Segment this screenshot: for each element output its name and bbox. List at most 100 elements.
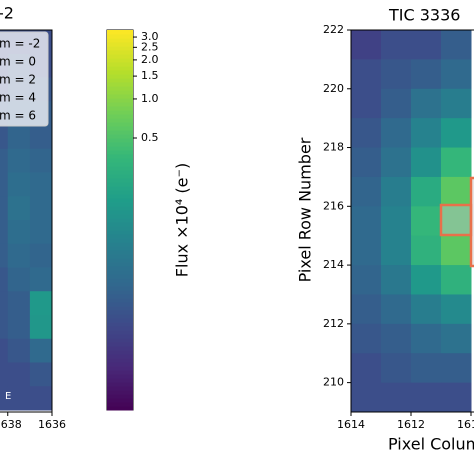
- pixel-cell: [411, 147, 442, 178]
- y-tick-label: 216: [323, 199, 344, 212]
- pixel-cell: [7, 125, 31, 150]
- colorbar-gradient: [107, 406, 133, 411]
- aperture-mask: [439, 203, 473, 237]
- colorbar-gradient: [107, 342, 133, 347]
- pixel-cell: [441, 176, 472, 207]
- colorbar-gradient: [107, 278, 133, 283]
- pixel-cell: [29, 172, 53, 197]
- y-tick-label: 212: [323, 317, 344, 330]
- colorbar-gradient: [107, 102, 133, 107]
- pixel-cell: [351, 235, 382, 266]
- colorbar-gradient: [107, 114, 133, 119]
- colorbar-gradient: [107, 58, 133, 63]
- legend-box: [0, 31, 49, 127]
- pixel-cell: [381, 147, 412, 178]
- aperture-mask: [469, 176, 474, 268]
- colorbar-gradient: [107, 402, 133, 407]
- colorbar-gradient: [107, 338, 133, 343]
- colorbar-gradient: [107, 358, 133, 363]
- y-axis-label: Pixel Row Number: [296, 137, 315, 282]
- right-axes-frame: [350, 29, 474, 413]
- pixel-cell: [441, 147, 472, 178]
- colorbar-gradient: [107, 86, 133, 91]
- pixel-cell: [351, 353, 382, 384]
- colorbar-tick-label: 1.0: [141, 92, 159, 105]
- pixel-cell: [411, 118, 442, 149]
- colorbar-gradient: [107, 62, 133, 67]
- pixel-cell: [7, 172, 31, 197]
- pixel-cell: [29, 125, 53, 150]
- pixel-cell: [441, 59, 472, 90]
- colorbar-gradient: [107, 142, 133, 147]
- colorbar-tick-label: 3.0: [141, 30, 159, 43]
- pixel-cell: [351, 30, 382, 60]
- pixel-cell: [351, 206, 382, 237]
- colorbar-gradient: [107, 66, 133, 71]
- colorbar-gradient: [107, 46, 133, 51]
- colorbar-gradient: [107, 306, 133, 311]
- pixel-cell: [411, 382, 442, 413]
- colorbar-gradient: [107, 190, 133, 195]
- colorbar-gradient: [107, 282, 133, 287]
- pixel-cell: [7, 315, 31, 340]
- right-title: TIC 3336: [388, 6, 460, 25]
- pixel-cell: [381, 265, 412, 295]
- colorbar-gradient: [107, 238, 133, 243]
- colorbar-gradient: [107, 166, 133, 171]
- colorbar-gradient: [107, 186, 133, 191]
- colorbar-gradient: [107, 290, 133, 295]
- pixel-cell: [411, 265, 442, 295]
- pixel-cell: [441, 88, 472, 119]
- colorbar-gradient: [107, 350, 133, 355]
- pixel-cell: [381, 30, 412, 60]
- colorbar-gradient: [107, 222, 133, 227]
- pixel-cell: [351, 118, 382, 149]
- pixel-cell: [7, 148, 31, 173]
- pixel-cell: [351, 382, 382, 413]
- pixel-cell: [441, 206, 472, 237]
- colorbar-gradient: [107, 194, 133, 199]
- pixel-cell: [441, 265, 472, 295]
- x-tick-label: 1638: [0, 418, 22, 431]
- colorbar-gradient: [107, 322, 133, 327]
- pixel-cell: [351, 88, 382, 119]
- colorbar-gradient: [107, 266, 133, 271]
- pixel-cell: [381, 382, 412, 413]
- colorbar-gradient: [107, 70, 133, 75]
- colorbar-gradient: [107, 346, 133, 351]
- legend-label: m = 0: [0, 55, 36, 69]
- pixel-cell: [0, 338, 9, 363]
- pixel-cell: [411, 206, 442, 237]
- colorbar-gradient: [107, 386, 133, 391]
- pixel-cell: [29, 243, 53, 268]
- left-axes-frame: [0, 29, 53, 413]
- legend-label: m = 6: [0, 109, 36, 123]
- pixel-cell: [441, 382, 472, 413]
- pixel-cell: [7, 338, 31, 363]
- y-tick-label: 214: [323, 258, 344, 271]
- y-tick-label: 210: [323, 376, 344, 389]
- colorbar-gradient: [107, 174, 133, 179]
- pixel-cell: [441, 118, 472, 149]
- colorbar-gradient: [107, 202, 133, 207]
- colorbar-gradient: [107, 198, 133, 203]
- x-axis-label: Pixel Column Number: [388, 435, 474, 454]
- pixel-cell: [351, 147, 382, 178]
- pixel-cell: [381, 59, 412, 90]
- colorbar-gradient: [107, 234, 133, 239]
- colorbar-gradient: [107, 354, 133, 359]
- pixel-cell: [7, 220, 31, 245]
- colorbar-gradient: [107, 294, 133, 299]
- x-tick-label: 1614: [337, 418, 365, 431]
- pixel-cell: [0, 125, 9, 150]
- colorbar-gradient: [107, 74, 133, 79]
- colorbar-gradient: [107, 42, 133, 47]
- pixel-cell: [0, 362, 9, 387]
- colorbar-tick-label: 0.5: [141, 131, 159, 144]
- colorbar-gradient: [107, 150, 133, 155]
- colorbar-gradient: [107, 94, 133, 99]
- pixel-cell: [0, 267, 9, 292]
- pixel-cell: [7, 386, 31, 411]
- colorbar-gradient: [107, 230, 133, 235]
